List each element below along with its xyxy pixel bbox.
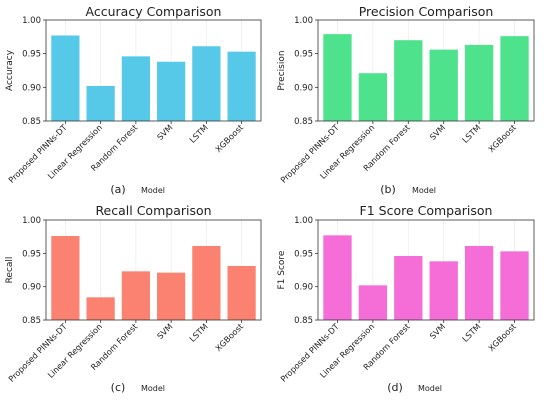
y-tick-label: 0.90 [294, 283, 313, 293]
bar [157, 272, 186, 320]
bar [500, 251, 529, 320]
bar [157, 61, 186, 121]
bar [358, 73, 388, 121]
x-tick-label: SVM [427, 122, 447, 142]
x-tick-label: SVM [155, 321, 175, 341]
bar [429, 49, 458, 122]
bar [464, 44, 494, 122]
y-tick-label: 0.95 [22, 50, 41, 60]
chart-title: Accuracy Comparison [86, 4, 222, 19]
y-tick-label: 0.85 [22, 316, 41, 326]
panel-label: (b) [380, 183, 396, 196]
x-tick-label: XGBoost [213, 321, 245, 353]
x-axis-label: Model [412, 186, 436, 195]
x-tick-label: SVM [427, 321, 447, 341]
panel-label: (d) [387, 381, 403, 394]
chart-title: Recall Comparison [95, 203, 211, 218]
x-tick-label: Proposed PINNs-DT [278, 321, 341, 384]
x-tick-label: SVM [155, 122, 175, 142]
bar [323, 235, 352, 320]
panel-label: (a) [110, 183, 125, 196]
bar [121, 271, 150, 320]
bar [227, 266, 256, 320]
bar [394, 256, 423, 320]
y-axis-label: Recall [5, 257, 15, 284]
y-tick-label: 0.95 [294, 50, 313, 60]
bar [51, 236, 80, 320]
x-tick-label: LSTM [187, 321, 210, 344]
x-tick-label: LSTM [187, 122, 210, 145]
y-tick-label: 1.00 [294, 216, 313, 226]
x-tick-label: XGBoost [486, 321, 518, 353]
y-tick-label: 0.85 [294, 117, 313, 127]
y-axis-label: Accuracy [5, 49, 15, 91]
y-tick-label: 0.90 [22, 83, 41, 93]
y-tick-label: 1.00 [294, 16, 313, 26]
bar [86, 85, 115, 121]
plot-frame [45, 19, 262, 122]
bar [429, 261, 458, 320]
bar [358, 285, 388, 320]
chart-title: F1 Score Comparison [360, 203, 493, 218]
bar [192, 46, 221, 122]
y-tick-label: 0.85 [294, 316, 313, 326]
y-tick-label: 0.95 [22, 249, 41, 259]
x-tick-label: XGBoost [486, 122, 518, 154]
x-axis-label: Model [418, 384, 442, 393]
x-tick-label: XGBoost [213, 122, 245, 154]
bar [86, 297, 115, 320]
y-tick-label: 0.95 [294, 249, 313, 259]
y-axis-label: Precision [277, 50, 287, 90]
panel-label: (c) [111, 381, 126, 394]
bar [51, 35, 80, 122]
bar [121, 56, 150, 121]
x-tick-label: Proposed PINNs-DT [6, 122, 69, 185]
x-tick-label: Proposed PINNs-DT [6, 321, 69, 384]
plot-frame [317, 19, 535, 122]
x-tick-label: LSTM [460, 122, 483, 145]
x-tick-label: LSTM [460, 321, 483, 344]
y-tick-label: 0.85 [22, 117, 41, 127]
y-tick-label: 0.90 [22, 283, 41, 293]
bar [464, 246, 494, 320]
bar [192, 246, 221, 320]
y-axis-label: F1 Score [277, 250, 287, 289]
bar [227, 51, 256, 121]
y-tick-label: 1.00 [22, 16, 41, 26]
bar [500, 36, 529, 121]
bar [323, 34, 352, 121]
x-tick-label: Proposed PINNs-DT [278, 122, 341, 185]
plot-frame [45, 219, 262, 321]
x-axis-label: Model [141, 186, 165, 195]
x-axis-label: Model [141, 384, 165, 393]
plot-frame [317, 219, 535, 321]
chart-title: Precision Comparison [359, 4, 494, 19]
bar [394, 40, 423, 122]
y-tick-label: 0.90 [294, 83, 313, 93]
y-tick-label: 1.00 [22, 216, 41, 226]
